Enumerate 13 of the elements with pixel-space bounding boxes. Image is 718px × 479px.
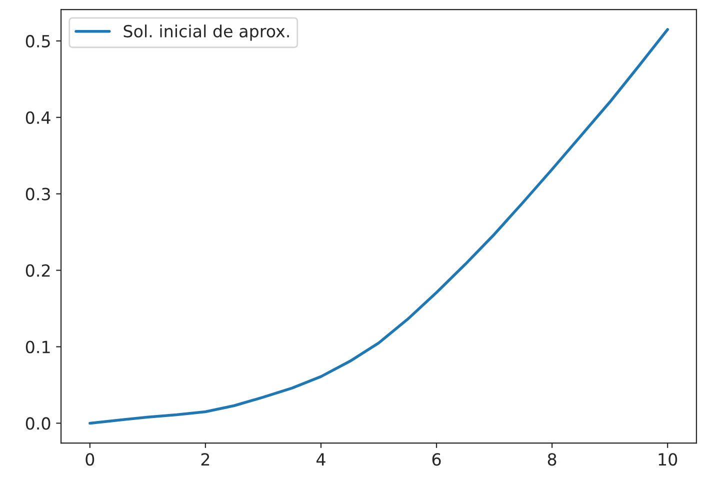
y-tick-label: 0.0	[26, 417, 50, 430]
y-tick-label: 0.5	[26, 34, 50, 48]
legend-label: Sol. inicial de aprox.	[124, 24, 289, 41]
y-tick-label: 0.4	[26, 111, 50, 124]
x-tick-label: 4	[316, 453, 326, 466]
x-tick-label: 6	[432, 453, 441, 466]
y-tick-label: 0.1	[26, 340, 50, 354]
x-tick-label: 2	[201, 453, 210, 466]
x-tick-label: 8	[548, 453, 556, 466]
y-tick-label: 0.3	[26, 188, 50, 200]
x-tick-label: 10	[658, 453, 678, 466]
y-tick-label: 0.2	[26, 264, 50, 277]
x-tick-label: 0	[86, 453, 94, 466]
